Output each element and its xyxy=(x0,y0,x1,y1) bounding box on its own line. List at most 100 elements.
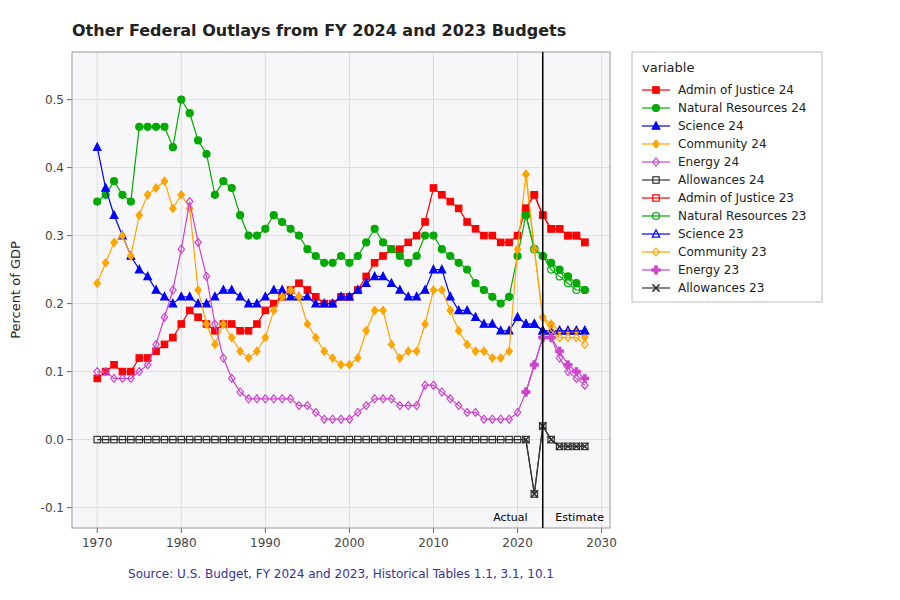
point xyxy=(195,286,201,294)
grid-line xyxy=(181,52,182,528)
tick-label: 1970 xyxy=(82,536,113,550)
point xyxy=(463,306,471,313)
point xyxy=(279,219,286,226)
series xyxy=(523,170,588,348)
point xyxy=(522,320,530,327)
point xyxy=(506,239,512,245)
point xyxy=(279,436,285,442)
point xyxy=(245,299,253,306)
tick-label: 2020 xyxy=(502,536,533,550)
tick xyxy=(67,167,72,168)
point xyxy=(312,253,319,260)
point xyxy=(555,347,563,355)
legend-line xyxy=(642,251,670,252)
point xyxy=(220,178,227,185)
point xyxy=(321,436,327,442)
point xyxy=(447,198,453,204)
grid-line xyxy=(72,167,610,168)
point xyxy=(430,185,436,191)
point xyxy=(102,184,110,191)
series-line xyxy=(97,174,585,364)
point xyxy=(329,436,335,442)
point xyxy=(203,272,209,280)
point xyxy=(556,266,563,273)
point xyxy=(397,402,403,410)
legend-marker xyxy=(653,87,659,93)
point xyxy=(270,212,277,219)
point xyxy=(127,252,135,259)
series xyxy=(522,333,589,396)
point xyxy=(498,239,504,245)
point xyxy=(178,96,185,103)
legend-line xyxy=(642,215,670,216)
point xyxy=(439,388,445,396)
axis-label: Source: U.S. Budget, FY 2024 and 2023, H… xyxy=(128,567,554,581)
point xyxy=(203,299,211,306)
point xyxy=(523,205,529,211)
point xyxy=(128,436,134,442)
point xyxy=(380,395,386,403)
legend-title: variable xyxy=(642,60,694,75)
point xyxy=(380,239,387,246)
legend-entry: Community 23 xyxy=(678,245,767,259)
point xyxy=(229,374,235,382)
point xyxy=(321,347,327,355)
point xyxy=(203,320,209,328)
point xyxy=(547,333,555,341)
point xyxy=(220,436,226,442)
series xyxy=(522,422,588,497)
point xyxy=(447,395,453,403)
point xyxy=(380,253,386,259)
point xyxy=(135,265,143,272)
point xyxy=(346,361,352,369)
point xyxy=(161,341,167,347)
tick xyxy=(517,528,518,533)
legend-marker xyxy=(653,213,660,220)
point xyxy=(548,266,555,273)
legend-marker xyxy=(653,177,659,183)
point xyxy=(489,415,495,423)
point xyxy=(128,374,134,382)
series-line xyxy=(526,426,585,494)
grid-line xyxy=(517,52,518,528)
legend-marker xyxy=(653,248,659,256)
legend-entry: Allowances 23 xyxy=(678,281,764,295)
series-line xyxy=(97,426,585,494)
point xyxy=(396,286,404,293)
point xyxy=(506,436,512,442)
series-line xyxy=(526,338,585,392)
point xyxy=(102,368,108,376)
point xyxy=(144,191,150,199)
point xyxy=(430,286,436,294)
legend-marker xyxy=(653,195,659,201)
point xyxy=(481,436,487,442)
point xyxy=(582,340,588,348)
point xyxy=(211,293,219,300)
point xyxy=(220,286,228,293)
point xyxy=(161,177,167,185)
point xyxy=(581,374,589,382)
grid-line xyxy=(72,303,610,304)
grid-line xyxy=(265,52,266,528)
point xyxy=(397,246,403,252)
point xyxy=(245,395,251,403)
point xyxy=(262,436,268,442)
point xyxy=(421,286,429,293)
point xyxy=(245,354,251,362)
point xyxy=(237,347,243,355)
point xyxy=(295,232,302,239)
point xyxy=(531,320,539,327)
point xyxy=(446,293,454,300)
point xyxy=(355,408,361,416)
tick xyxy=(349,528,350,533)
grid-line xyxy=(601,52,602,528)
grid-line xyxy=(72,371,610,372)
point xyxy=(498,354,504,362)
point xyxy=(296,402,302,410)
point xyxy=(455,205,461,211)
point xyxy=(413,436,419,442)
point xyxy=(212,340,218,348)
point xyxy=(111,436,117,442)
point xyxy=(362,279,370,286)
point xyxy=(396,253,403,260)
